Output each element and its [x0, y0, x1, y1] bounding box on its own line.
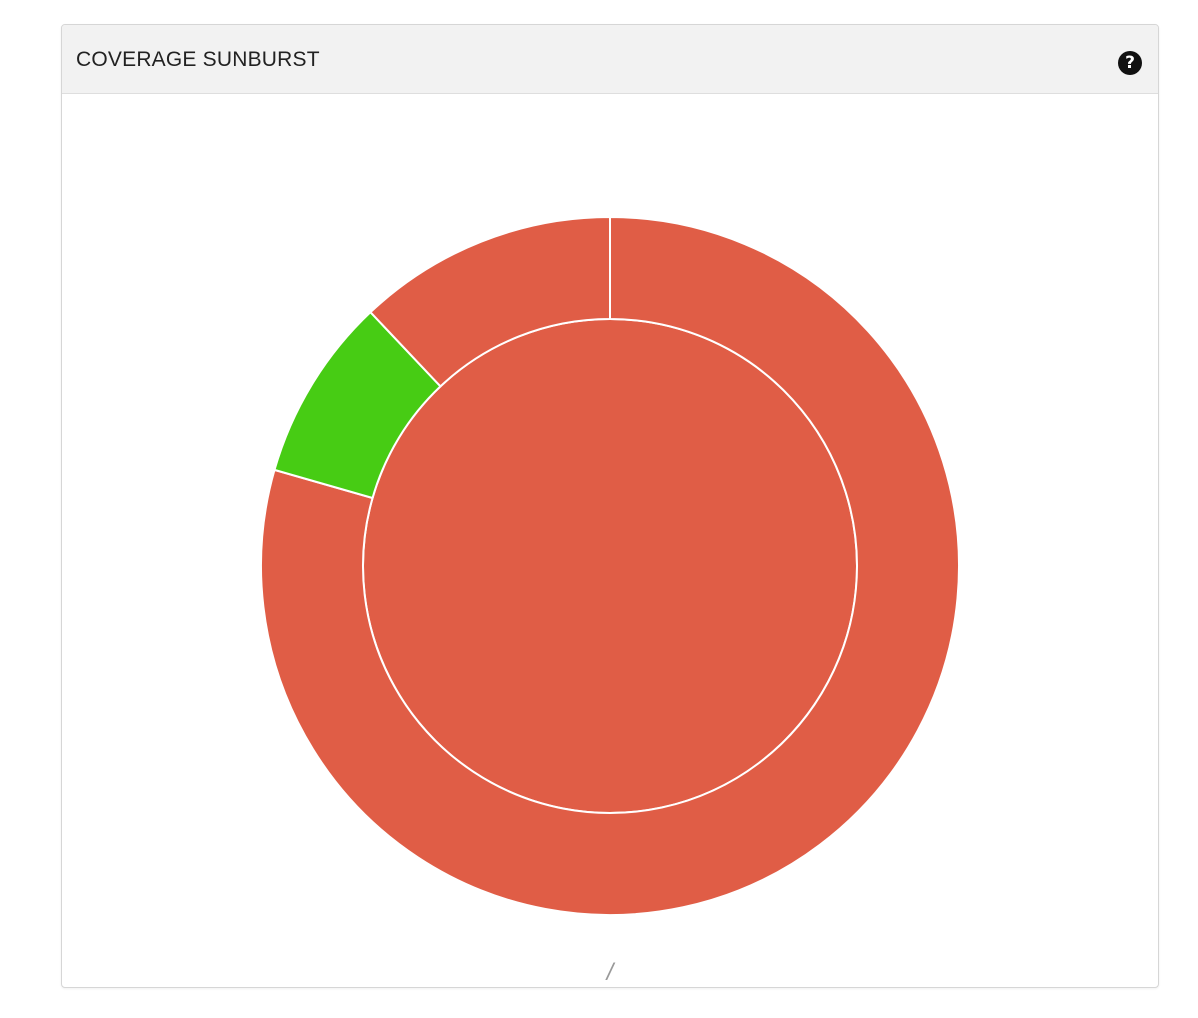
- panel-title: COVERAGE SUNBURST: [76, 48, 320, 71]
- current-path-label: /: [605, 959, 616, 986]
- inner-ring-segment-0[interactable]: [362, 318, 858, 814]
- panel-header: COVERAGE SUNBURST ?: [62, 25, 1158, 94]
- sunburst-rings: [260, 215, 960, 916]
- chart-area: /: [62, 94, 1158, 987]
- outer-ring-segment-2[interactable]: [369, 215, 611, 388]
- outer-ring-segment-0[interactable]: [260, 215, 960, 916]
- sunburst-chart: /: [260, 215, 960, 986]
- coverage-sunburst-panel: COVERAGE SUNBURST ? /: [61, 24, 1159, 988]
- question-circle-icon[interactable]: ?: [1118, 51, 1142, 75]
